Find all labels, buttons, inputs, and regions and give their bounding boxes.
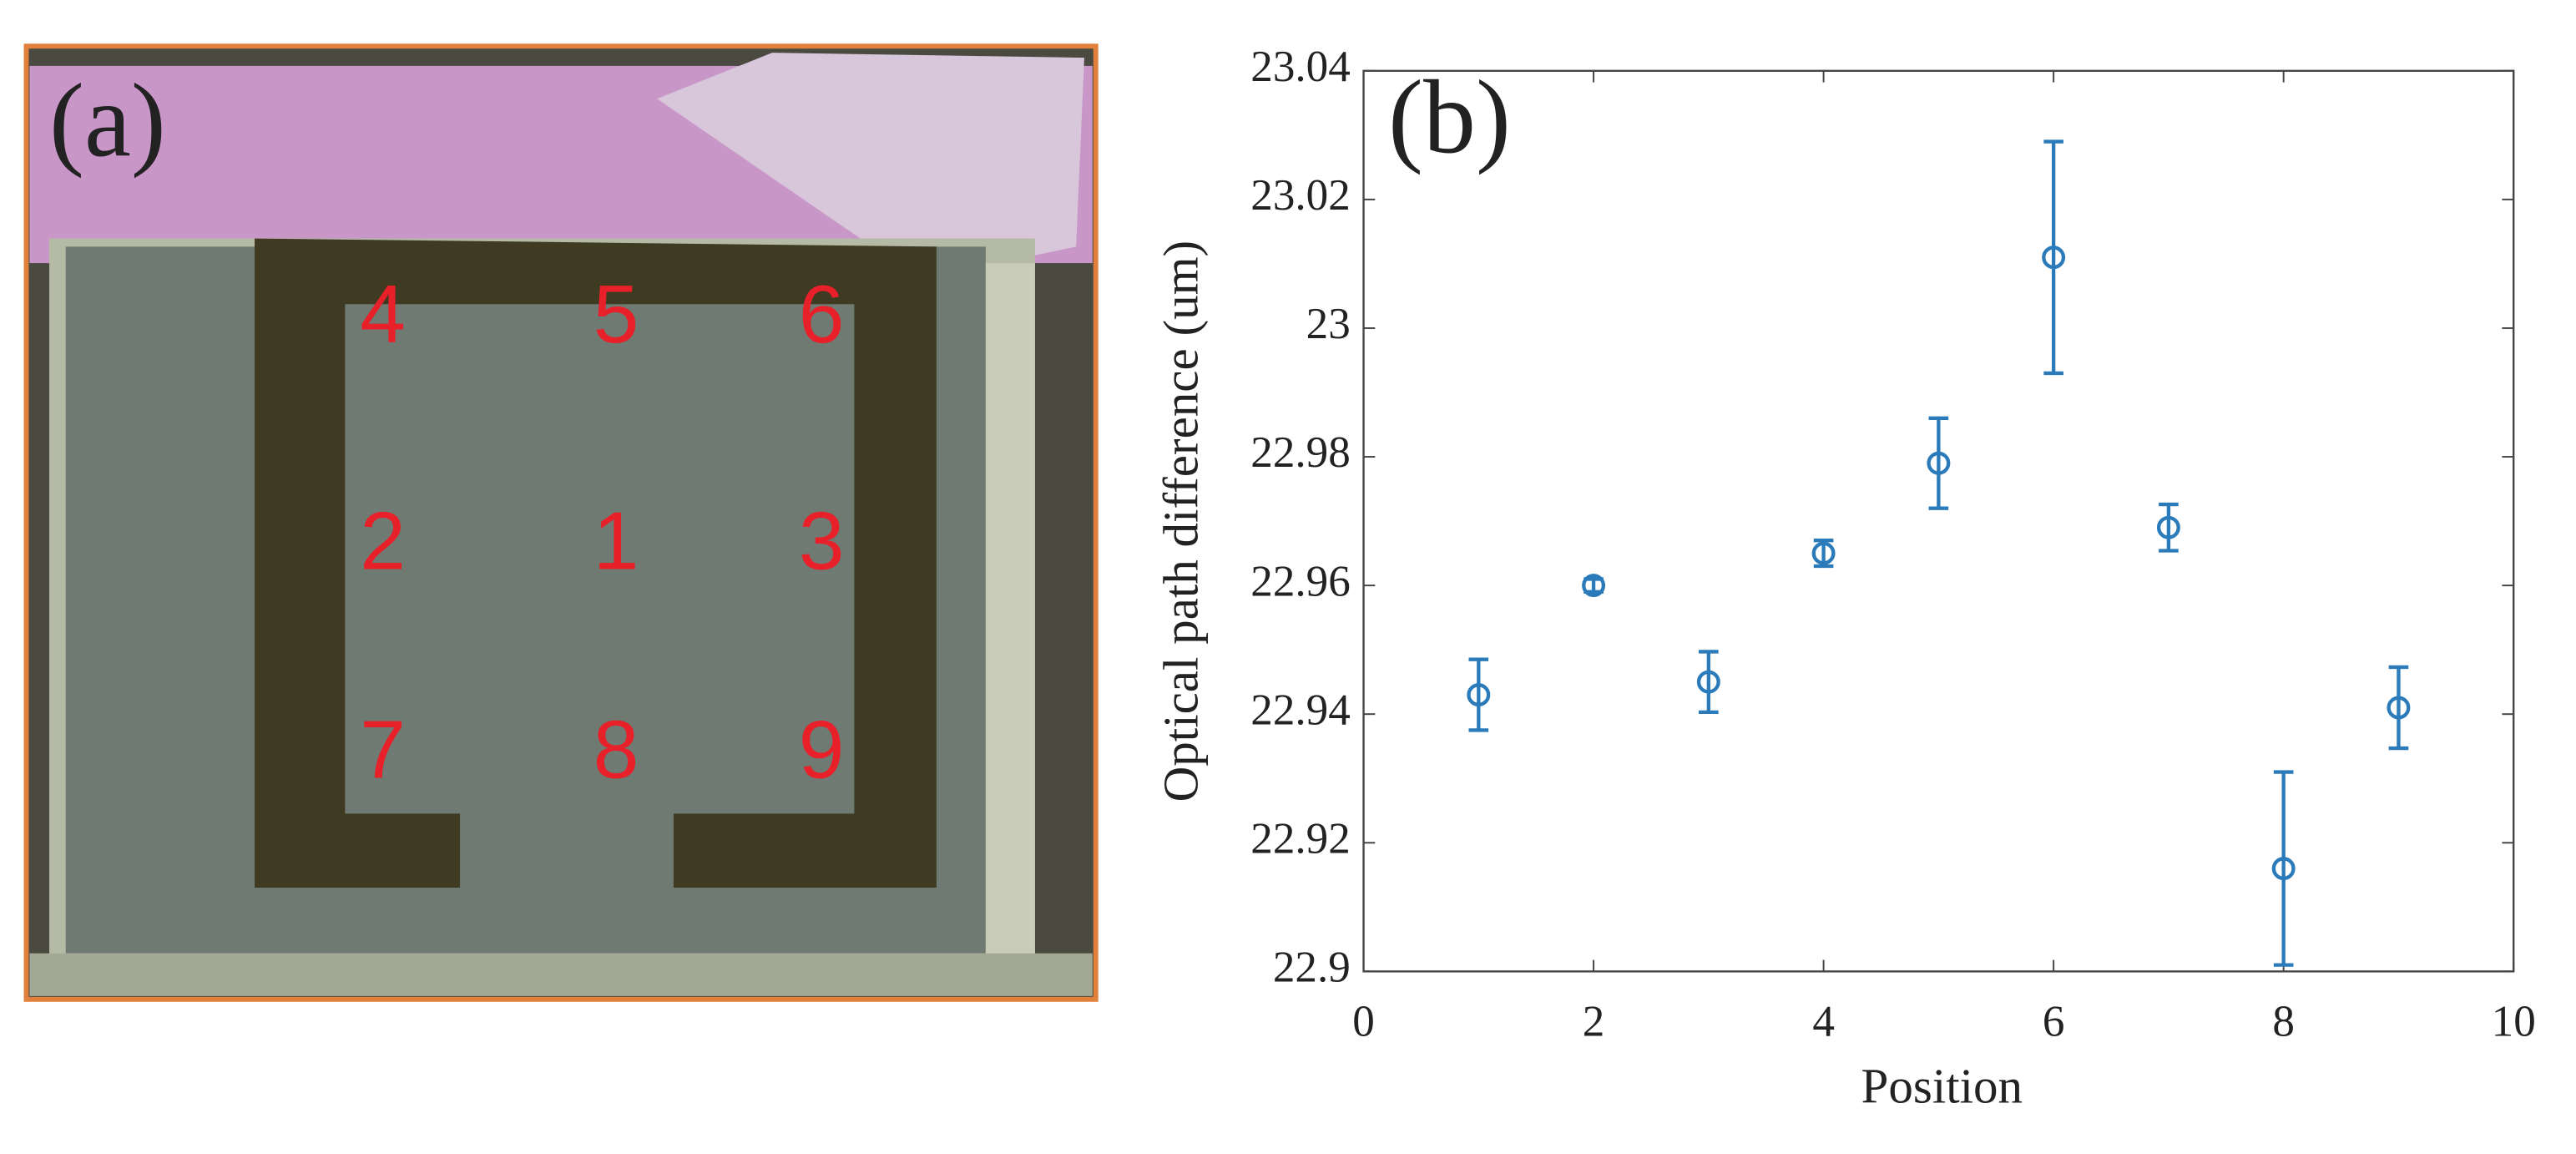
y-tick-label: 22.9 [1273,944,1351,992]
position-label: 6 [799,268,845,360]
data-point [1811,541,1836,565]
y-tick-label: 22.96 [1250,557,1351,605]
x-tick-label: 2 [1583,997,1605,1045]
data-point [1696,670,1720,694]
position-label: 9 [799,704,845,796]
y-tick-label: 22.92 [1250,814,1351,863]
x-axis-label: Position [1861,1059,2023,1114]
error-bar [2159,502,2179,553]
photo-edge [985,263,1035,987]
error-bar [2388,665,2409,751]
x-tick-label: 4 [1812,997,1835,1045]
panel-label: (a) [49,63,166,180]
y-tick-label: 22.98 [1250,428,1351,477]
error-bar [1928,416,1949,510]
position-label: 1 [593,495,639,587]
error-bar [2273,770,2294,967]
photo-panel: (a) 4 5 6 2 1 3 7 8 9 [23,43,1099,1002]
x-tick-label: 6 [2043,997,2065,1045]
data-point [2387,696,2411,720]
error-bar [1699,650,1719,715]
position-label: 7 [360,704,406,796]
data-point [1467,683,1491,707]
y-tick-label: 23.02 [1250,171,1351,220]
y-axis-label: Optical path difference (um) [1154,240,1209,802]
data-point [1927,451,1951,475]
error-bar [2043,139,2063,376]
x-tick-label: 10 [2492,997,2536,1045]
y-tick-label: 23 [1306,300,1351,348]
chart: (b) Position Optical path difference (um… [1154,43,2536,1114]
photo-bottom [29,953,1093,996]
position-label: 4 [360,268,406,360]
error-bar [1468,657,1489,732]
x-tick-label: 0 [1352,997,1375,1045]
y-tick-label: 22.94 [1250,686,1351,734]
photo-tape [657,53,1084,280]
data-point [1582,574,1606,598]
position-labels: 4 5 6 2 1 3 7 8 9 [360,268,844,796]
x-tick-label: 8 [2272,997,2295,1045]
y-tick-label: 23.04 [1250,43,1351,91]
photo-electrode [255,238,937,888]
position-label: 3 [799,495,845,587]
data-point [2042,245,2066,270]
position-label: 2 [360,495,406,587]
panel-label: (b) [1388,60,1511,176]
position-label: 8 [593,704,639,796]
position-label: 5 [593,268,639,360]
axes-box [1362,69,2515,973]
data-point [2156,515,2180,539]
data-point [2271,857,2296,881]
